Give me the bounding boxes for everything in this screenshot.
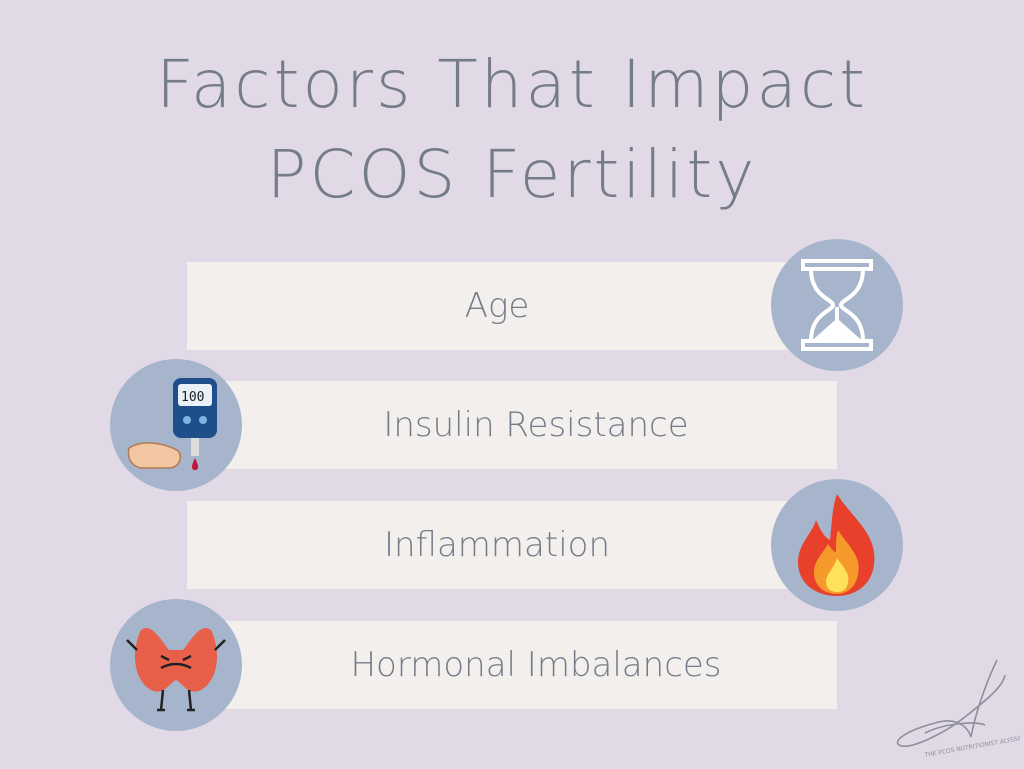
factor-insulin-resistance: Insulin Resistance <box>215 381 837 469</box>
glucose-meter-icon: 100 <box>110 359 242 491</box>
factor-label: Hormonal Imbalances <box>350 645 722 685</box>
factor-hormonal-imbalances: Hormonal Imbalances <box>215 621 837 709</box>
factor-age: Age <box>187 262 807 350</box>
brand-logo: THE PCOS NUTRITIONIST ALYSSA <box>885 645 1023 765</box>
svg-text:THE PCOS NUTRITIONIST ALYSSA: THE PCOS NUTRITIONIST ALYSSA <box>923 735 1020 759</box>
factor-label: Age <box>464 286 530 326</box>
thyroid-icon <box>110 599 242 731</box>
factor-label: Insulin Resistance <box>383 405 689 445</box>
svg-text:100: 100 <box>181 390 204 405</box>
hourglass-icon <box>771 239 903 371</box>
title-line-2: PCOS Fertility <box>266 136 758 213</box>
factor-inflammation: Inflammation <box>187 501 807 589</box>
factor-label: Inflammation <box>383 525 611 565</box>
fire-icon <box>771 479 903 611</box>
title-line-1: Factors That Impact <box>155 46 869 123</box>
